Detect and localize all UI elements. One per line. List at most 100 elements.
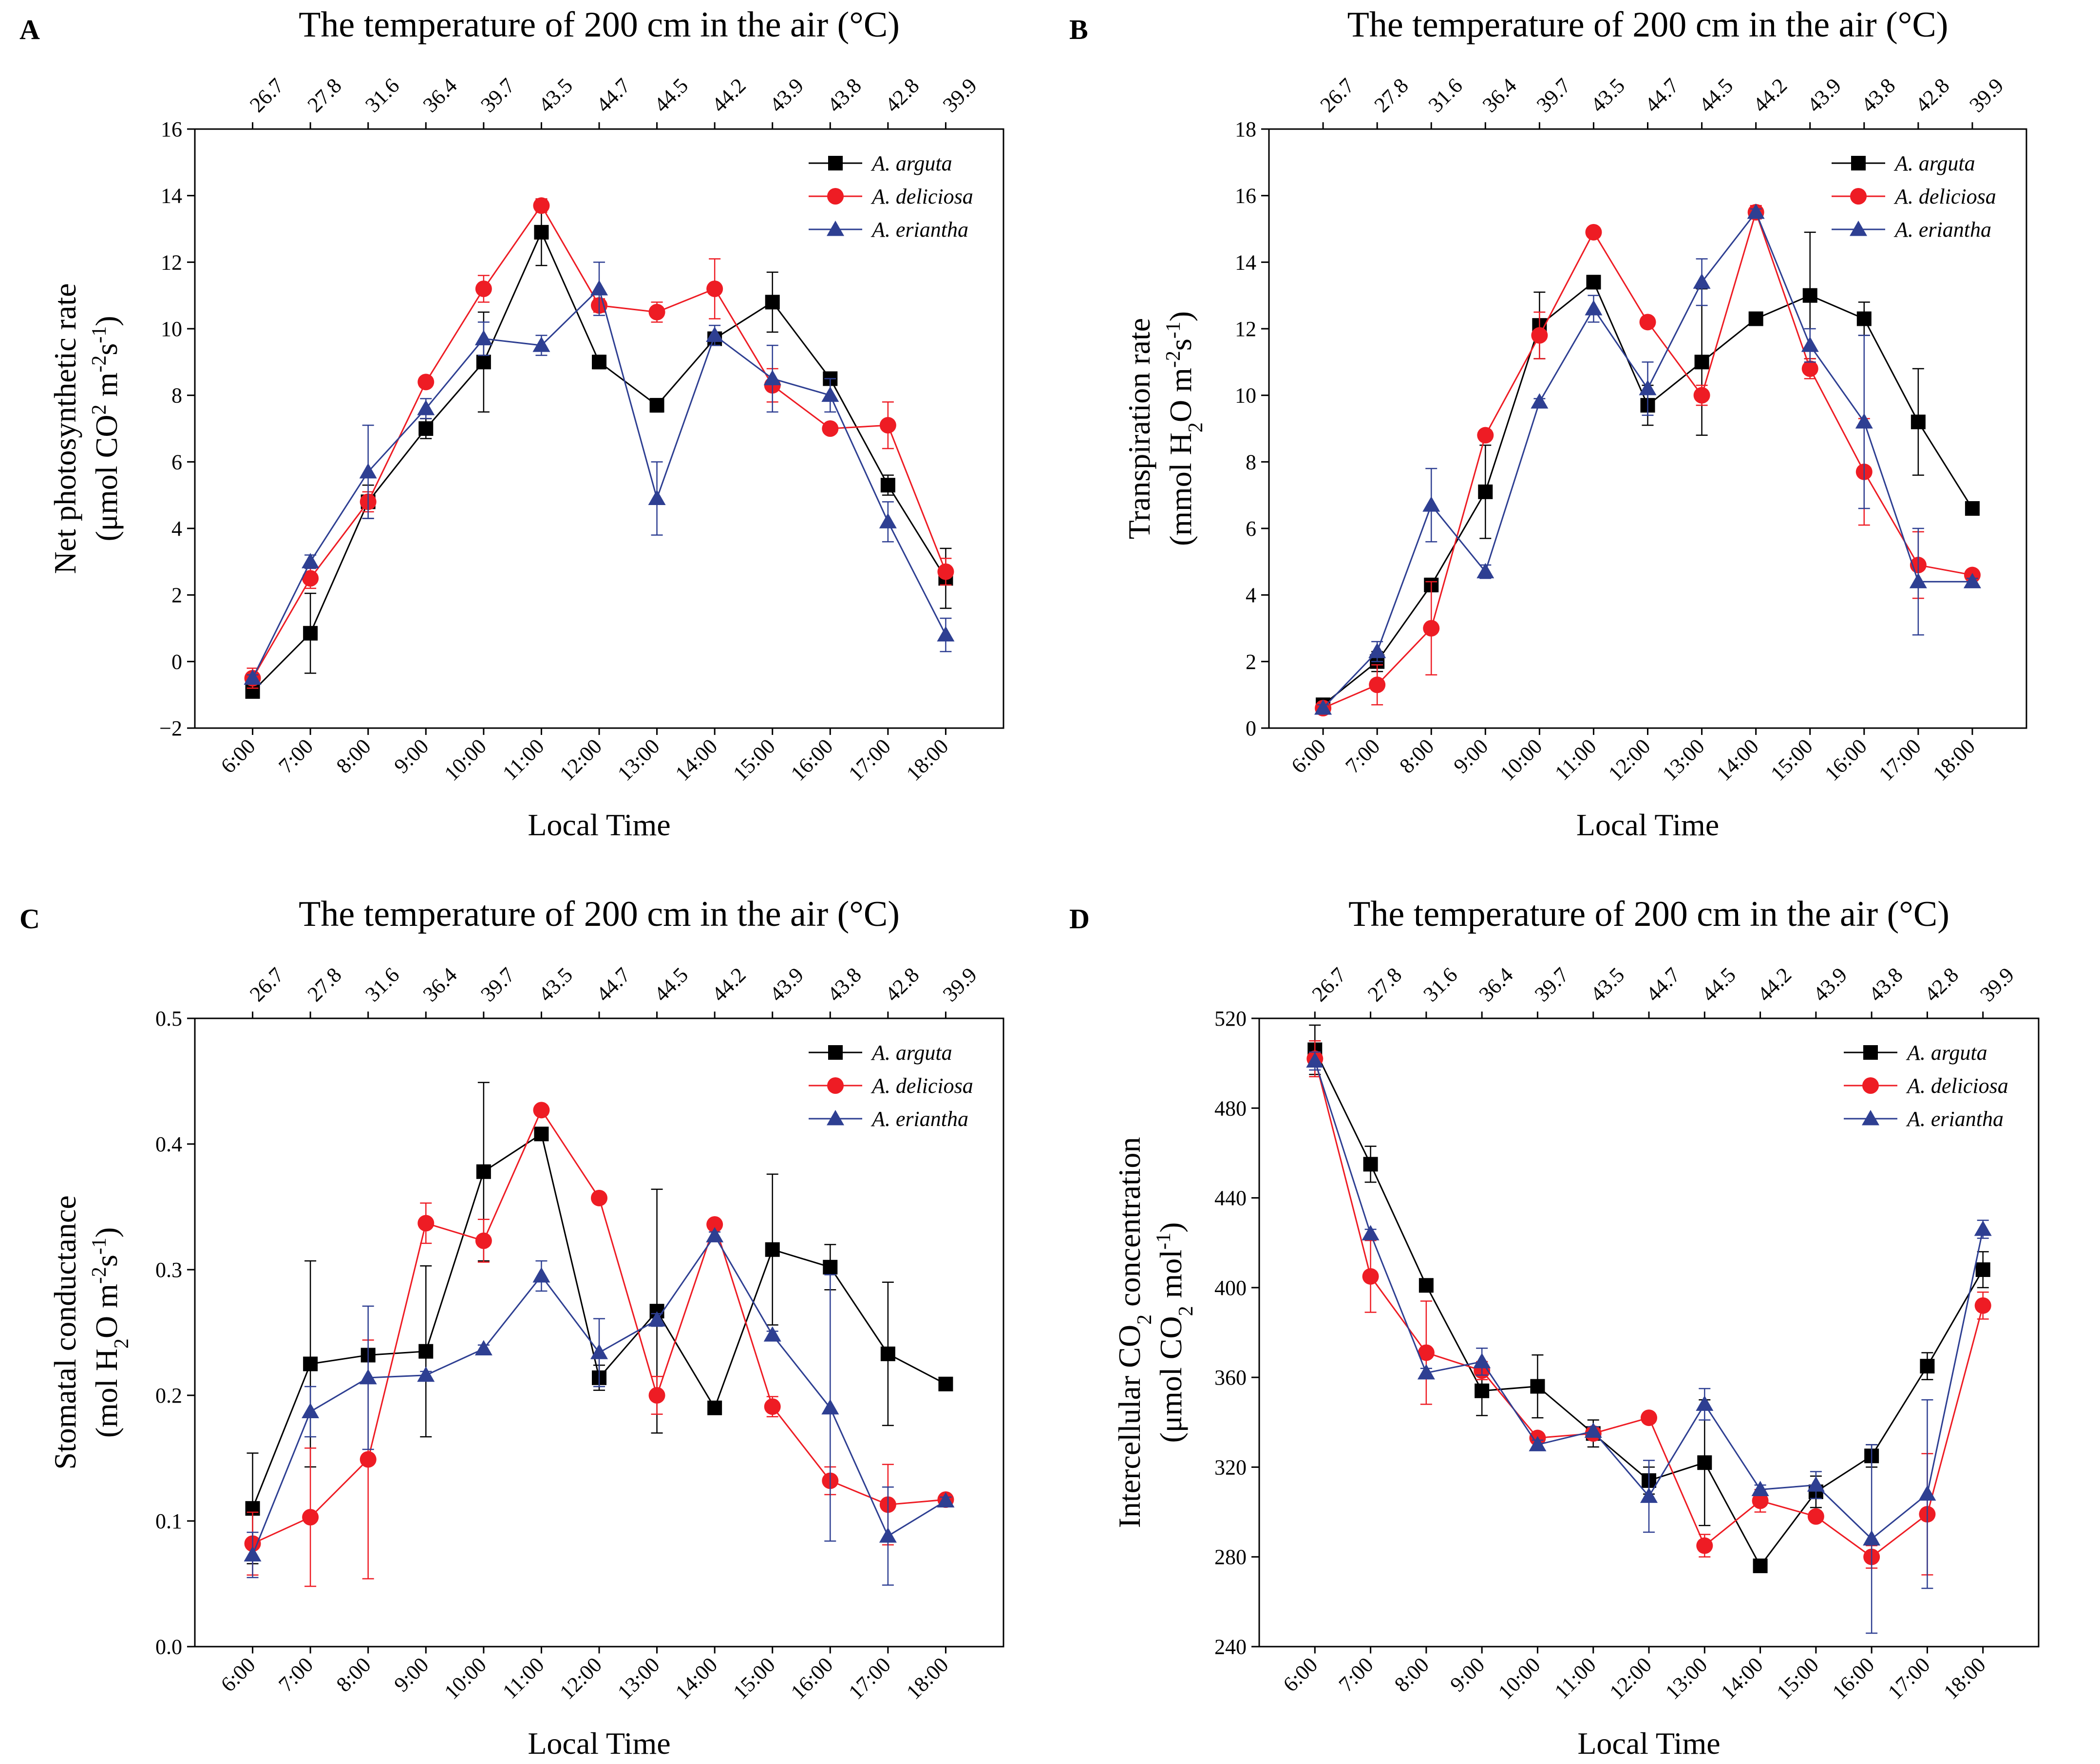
top-tick-label: 43.9: [765, 74, 808, 117]
data-point: [476, 1164, 491, 1179]
legend-label: A. eriantha: [870, 1107, 968, 1131]
x-tick-label: 12:00: [555, 1652, 607, 1704]
series-line: [252, 287, 946, 679]
data-point: [533, 197, 550, 214]
data-point: [1418, 1344, 1435, 1361]
x-tick-label: 6:00: [1286, 734, 1330, 778]
x-tick-label: 9:00: [389, 734, 433, 778]
top-tick-label: 26.7: [245, 963, 288, 1006]
data-point: [1807, 1508, 1824, 1525]
data-point: [302, 570, 319, 587]
y-title-part: (μmol CO: [1154, 1316, 1188, 1443]
data-point: [765, 1242, 780, 1257]
x-axis-title: Local Time: [528, 807, 670, 842]
x-tick-label: 15:00: [728, 1652, 780, 1704]
data-point: [706, 281, 723, 297]
data-point: [534, 1126, 549, 1142]
y-tick-label: 2: [1246, 650, 1256, 674]
data-point: [938, 1376, 953, 1391]
top-tick-label: 44.5: [649, 74, 693, 117]
data-point: [1640, 1487, 1658, 1503]
panel-letter: A: [19, 14, 40, 45]
data-point: [1306, 1052, 1324, 1068]
legend-marker: [827, 221, 844, 236]
y-tick-label: 280: [1214, 1545, 1247, 1569]
top-tick-label: 27.8: [303, 74, 346, 117]
x-tick-label: 8:00: [332, 734, 376, 778]
y-title-subscript: 2: [111, 1338, 133, 1349]
top-tick-label: 27.8: [303, 963, 346, 1006]
data-point: [474, 1340, 492, 1356]
x-tick-label: 17:00: [844, 1652, 895, 1704]
y-axis-title-line1: Intercellular CO2 concentration: [1112, 1137, 1156, 1528]
x-tick-label: 8:00: [1390, 1652, 1434, 1696]
data-point: [1752, 1492, 1769, 1509]
data-point: [1529, 1436, 1547, 1451]
x-tick-label: 13:00: [613, 734, 664, 786]
data-point: [937, 626, 955, 642]
data-point: [648, 1387, 665, 1404]
legend-marker: [828, 1045, 843, 1060]
x-axis-title: Local Time: [1576, 807, 1719, 842]
x-tick-label: 15:00: [1772, 1652, 1823, 1704]
data-point: [532, 1267, 550, 1283]
x-tick-label: 8:00: [1395, 734, 1438, 778]
legend-label: A. arguta: [1893, 151, 1975, 175]
data-point: [1423, 620, 1440, 637]
panel-letter: D: [1069, 903, 1090, 935]
top-tick-label: 43.5: [1586, 74, 1629, 117]
data-point: [879, 417, 896, 434]
x-tick-label: 16:00: [1820, 734, 1872, 786]
y-tick-label: 0.3: [155, 1258, 182, 1282]
top-tick-label: 43.8: [823, 74, 866, 117]
y-title-superscript: -2: [88, 1267, 111, 1284]
y-axis-title-line1: Transpiration rate: [1122, 318, 1156, 539]
data-point: [764, 1398, 781, 1415]
y-title-subscript: 2: [1185, 422, 1207, 432]
legend-marker: [827, 1077, 844, 1094]
data-point: [1693, 273, 1711, 289]
data-point: [532, 337, 550, 352]
data-point: [1801, 337, 1819, 352]
top-tick-label: 42.8: [880, 963, 924, 1006]
data-point: [1747, 203, 1765, 219]
y-title-part: mol: [1154, 1250, 1188, 1306]
data-point: [1696, 1395, 1714, 1411]
data-point: [1531, 327, 1548, 344]
x-tick-label: 17:00: [1874, 734, 1926, 786]
top-tick-label: 44.2: [1748, 74, 1792, 117]
x-tick-label: 15:00: [728, 734, 780, 786]
x-tick-label: 18:00: [902, 734, 953, 786]
data-point: [706, 326, 724, 342]
y-title-subscript: 2: [1175, 1306, 1197, 1316]
data-point: [534, 225, 549, 240]
y-tick-label: 12: [161, 250, 182, 274]
y-title-superscript: -1: [1153, 1233, 1175, 1250]
top-tick-label: 42.8: [880, 74, 924, 117]
data-point: [765, 295, 780, 310]
y-tick-label: 18: [1235, 117, 1256, 141]
top-tick-label: 36.4: [1475, 963, 1518, 1006]
y-title-superscript: -2: [1162, 351, 1185, 368]
data-point: [1696, 1537, 1713, 1554]
y-tick-label: 12: [1235, 317, 1256, 341]
data-point: [648, 303, 665, 320]
data-point: [937, 1492, 955, 1508]
y-title-part: s: [89, 343, 124, 356]
data-point: [1855, 413, 1873, 429]
y-tick-label: 0.1: [155, 1509, 182, 1533]
data-point: [1422, 496, 1440, 512]
x-tick-label: 12:00: [555, 734, 607, 786]
x-tick-label: 13:00: [1658, 734, 1709, 786]
series-line: [1322, 210, 1972, 709]
top-tick-label: 39.7: [476, 74, 519, 117]
top-axis-title: The temperature of 200 cm in the air (°C…: [1348, 894, 1949, 934]
data-point: [1531, 393, 1549, 409]
data-point: [1974, 1297, 1991, 1314]
data-point: [417, 400, 435, 415]
y-axis-title-line2: (mmol H2O m-2s-1): [1162, 311, 1207, 546]
legend-marker: [1863, 1045, 1878, 1060]
x-tick-label: 17:00: [844, 734, 895, 786]
top-tick-label: 27.8: [1370, 74, 1413, 117]
x-tick-label: 13:00: [613, 1652, 664, 1704]
